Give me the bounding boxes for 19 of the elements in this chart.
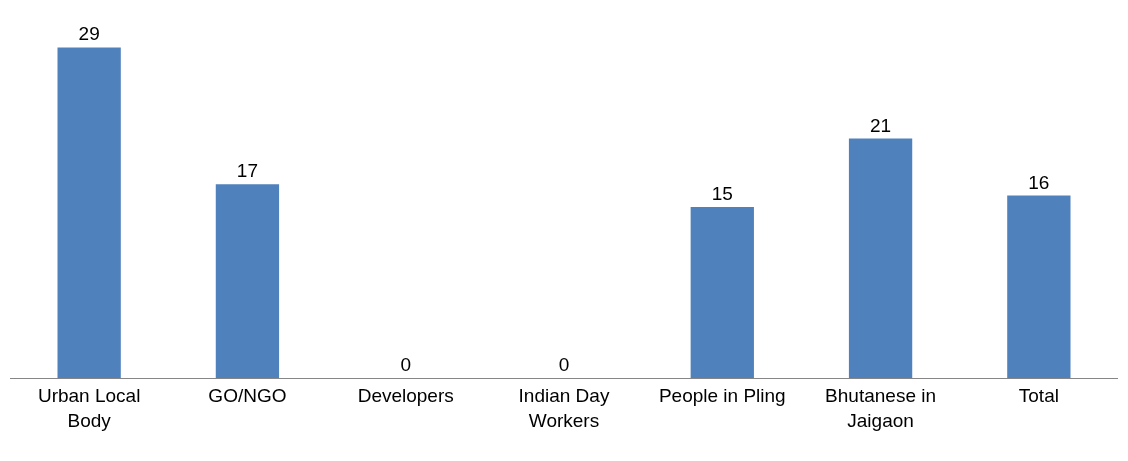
data-label: 29: [78, 23, 100, 45]
data-label: 17: [236, 160, 258, 182]
bar: [690, 207, 754, 378]
x-tick-label: Indian Day Workers: [518, 384, 610, 431]
bar: [848, 138, 913, 378]
x-tick-label: Urban Local Body: [37, 384, 141, 431]
data-label: 15: [711, 183, 733, 204]
data-label: 0: [400, 354, 411, 375]
data-label: 21: [870, 114, 892, 136]
bar: [215, 184, 280, 378]
x-tick-label: GO/NGO: [208, 384, 287, 406]
x-tick-label: People in Pling: [658, 384, 786, 406]
x-tick-label: Total: [1018, 384, 1059, 406]
bar: [1007, 195, 1071, 378]
bar: [57, 47, 121, 378]
x-tick-label: Developers: [357, 384, 454, 406]
data-label: 16: [1028, 171, 1050, 193]
data-label: 0: [558, 354, 570, 375]
x-tick-label: Bhutanese in Jaigaon: [825, 384, 937, 431]
